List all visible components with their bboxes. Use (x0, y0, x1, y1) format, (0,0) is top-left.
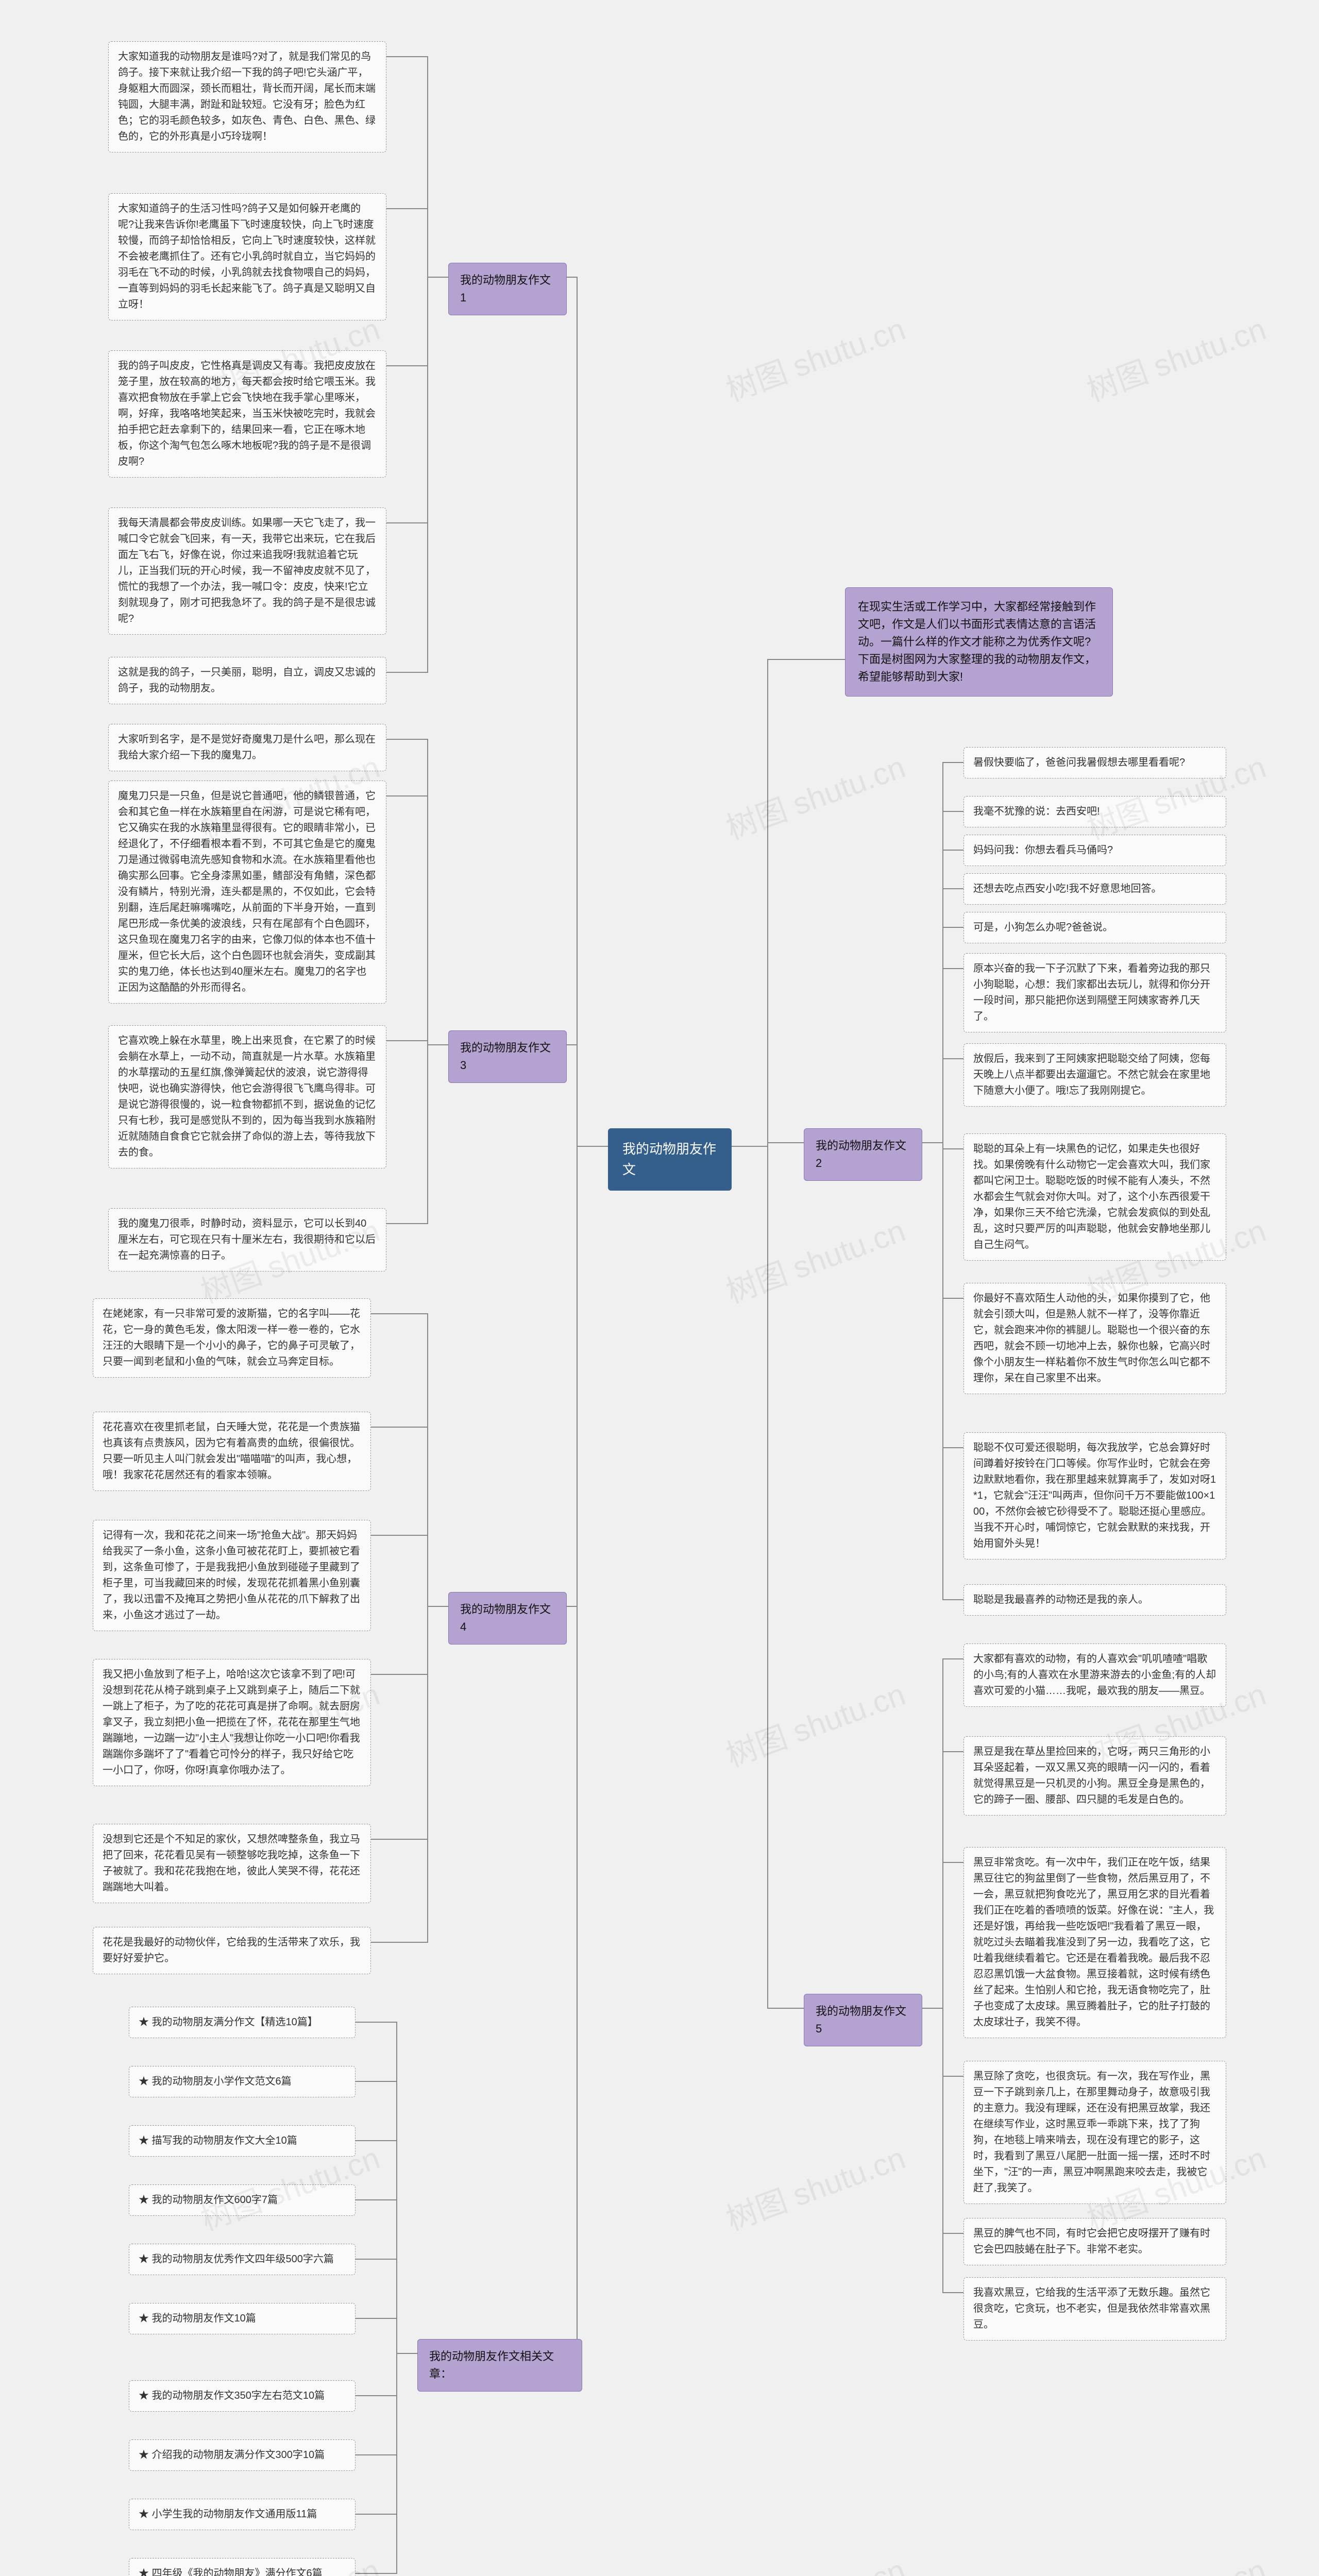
leaf-node: 大家知道鸽子的生活习性吗?鸽子又是如何躲开老鹰的呢?让我来告诉你!老鹰虽下飞时速… (108, 193, 386, 320)
watermark: 树图 shutu.cn (719, 1206, 910, 1312)
leaf-node: 可是，小狗怎么办呢?爸爸说。 (963, 912, 1226, 943)
leaf-node: 暑假快要临了，爸爸问我暑假想去哪里看看呢? (963, 747, 1226, 778)
leaf-node: 大家知道我的动物朋友是谁吗?对了，就是我们常见的鸟鸽子。接下来就让我介绍一下我的… (108, 41, 386, 152)
leaf-node: ★ 我的动物朋友小学作文范文6篇 (129, 2066, 356, 2097)
branch-b5: 我的动物朋友作文5 (804, 1994, 922, 2046)
leaf-node: ★ 我的动物朋友满分作文【精选10篇】 (129, 2007, 356, 2038)
leaf-node: ★ 我的动物朋友作文600字7篇 (129, 2184, 356, 2216)
watermark: 树图 shutu.cn (719, 1669, 910, 1775)
leaf-node: 我又把小鱼放到了柜子上，哈哈!这次它该拿不到了吧!可没想到花花从椅子跳到桌子上又… (93, 1659, 371, 1786)
leaf-node: 放假后，我来到了王阿姨家把聪聪交给了阿姨，您每天晚上八点半都要出去遛遛它。不然它… (963, 1043, 1226, 1107)
watermark: 树图 shutu.cn (719, 742, 910, 848)
leaf-node: 我喜欢黑豆，它给我的生活平添了无数乐趣。虽然它很贪吃，它贪玩，也不老实，但是我依… (963, 2277, 1226, 2341)
watermark: 树图 shutu.cn (719, 2133, 910, 2239)
leaf-node: 黑豆非常贪吃。有一次中午，我们正在吃午饭，结果黑豆往它的狗盆里倒了一些食物，然后… (963, 1847, 1226, 2038)
leaf-node: 妈妈问我：你想去看兵马俑吗? (963, 835, 1226, 866)
leaf-node: 这就是我的鸽子，一只美丽，聪明，自立，调皮又忠诚的鸽子，我的动物朋友。 (108, 657, 386, 704)
watermark: 树图 shutu.cn (719, 304, 910, 410)
leaf-node: 大家听到名字，是不是觉好奇魔鬼刀是什么吧，那么现在我给大家介绍一下我的魔鬼刀。 (108, 724, 386, 771)
watermark: 树图 shutu.cn (719, 2545, 910, 2576)
leaf-node: 聪聪不仅可爱还很聪明，每次我放学，它总会算好时间蹲着好按铃在门口等候。你写作业时… (963, 1432, 1226, 1560)
leaf-node: 黑豆的脾气也不同，有时它会把它皮呀摆开了赚有时它会巴四肢蜷在肚子下。非常不老实。 (963, 2218, 1226, 2265)
leaf-node: 我的魔鬼刀很乖，时静时动，资料显示，它可以长到40厘米左右，可它现在只有十厘米左… (108, 1208, 386, 1272)
leaf-node: ★ 四年级《我的动物朋友》满分作文6篇 (129, 2558, 356, 2576)
leaf-node: 黑豆除了贪吃，也很贪玩。有一次，我在写作业，黑豆一下子跳到亲几上，在那里舞动身子… (963, 2061, 1226, 2204)
leaf-node: ★ 描写我的动物朋友作文大全10篇 (129, 2125, 356, 2157)
leaf-node: 在姥姥家，有一只非常可爱的波斯猫，它的名字叫——花花，它一身的黄色毛发，像太阳泼… (93, 1298, 371, 1378)
branch-related: 我的动物朋友作文相关文章： (417, 2339, 582, 2392)
branch-b3: 我的动物朋友作文3 (448, 1030, 567, 1083)
leaf-node: 大家都有喜欢的动物，有的人喜欢会"叽叽喳喳"唱歌的小鸟;有的人喜欢在水里游来游去… (963, 1643, 1226, 1707)
leaf-node: ★ 我的动物朋友作文350字左右范文10篇 (129, 2380, 356, 2412)
leaf-node: 黑豆是我在草丛里捡回来的，它呀，两只三角形的小耳朵竖起着，一双又黑又亮的眼睛一闪… (963, 1736, 1226, 1816)
leaf-node: 原本兴奋的我一下子沉默了下来，看着旁边我的那只小狗聪聪，心想：我们家都出去玩儿，… (963, 953, 1226, 1032)
leaf-node: 它喜欢晚上躲在水草里，晚上出来觅食，在它累了的时候会躺在水草上，一动不动，简直就… (108, 1025, 386, 1168)
leaf-node: 魔鬼刀只是一只鱼，但是说它普通吧，他的鳞银普通，它会和其它鱼一样在水族箱里自在闲… (108, 781, 386, 1004)
leaf-node: 你最好不喜欢陌生人动他的头，如果你摸到了它，他就会引颈大叫，但是熟人就不一样了，… (963, 1283, 1226, 1394)
leaf-node: ★ 介绍我的动物朋友满分作文300字10篇 (129, 2439, 356, 2471)
leaf-node: ★ 我的动物朋友作文10篇 (129, 2303, 356, 2334)
leaf-node: 聪聪是我最喜养的动物还是我的亲人。 (963, 1584, 1226, 1616)
intro-block: 在现实生活或工作学习中，大家都经常接触到作文吧，作文是人们以书面形式表情达意的言… (845, 587, 1113, 697)
root-node: 我的动物朋友作文 (608, 1128, 732, 1191)
watermark: 树图 shutu.cn (1080, 2545, 1271, 2576)
leaf-node: ★ 小学生我的动物朋友作文通用版11篇 (129, 2499, 356, 2530)
leaf-node: 没想到它还是个不知足的家伙，又想然啤整条鱼，我立马把了回来，花花看见吴有一顿整够… (93, 1824, 371, 1903)
branch-b2: 我的动物朋友作文2 (804, 1128, 922, 1181)
leaf-node: ★ 我的动物朋友优秀作文四年级500字六篇 (129, 2244, 356, 2275)
branch-b4: 我的动物朋友作文4 (448, 1592, 567, 1645)
leaf-node: 花花是我最好的动物伙伴，它给我的生活带来了欢乐，我要好好爱护它。 (93, 1927, 371, 1974)
leaf-node: 我的鸽子叫皮皮，它性格真是调皮又有毒。我把皮皮放在笼子里，放在较高的地方，每天都… (108, 350, 386, 478)
leaf-node: 聪聪的耳朵上有一块黑色的记忆，如果走失也很好找。如果傍晚有什么动物它一定会喜欢大… (963, 1133, 1226, 1261)
leaf-node: 花花喜欢在夜里抓老鼠，白天睡大觉，花花是一个贵族猫也真该有点贵族风，因为它有着高… (93, 1412, 371, 1491)
leaf-node: 我毫不犹豫的说：去西安吧! (963, 796, 1226, 827)
watermark: 树图 shutu.cn (1080, 304, 1271, 410)
leaf-node: 我每天清晨都会带皮皮训练。如果哪一天它飞走了，我一喊口令它就会飞回来，有一天，我… (108, 507, 386, 635)
leaf-node: 记得有一次，我和花花之间来一场"抢鱼大战"。那天妈妈给我买了一条小鱼，这条小鱼可… (93, 1520, 371, 1631)
branch-b1: 我的动物朋友作文1 (448, 263, 567, 315)
leaf-node: 还想去吃点西安小吃!我不好意思地回答。 (963, 873, 1226, 905)
